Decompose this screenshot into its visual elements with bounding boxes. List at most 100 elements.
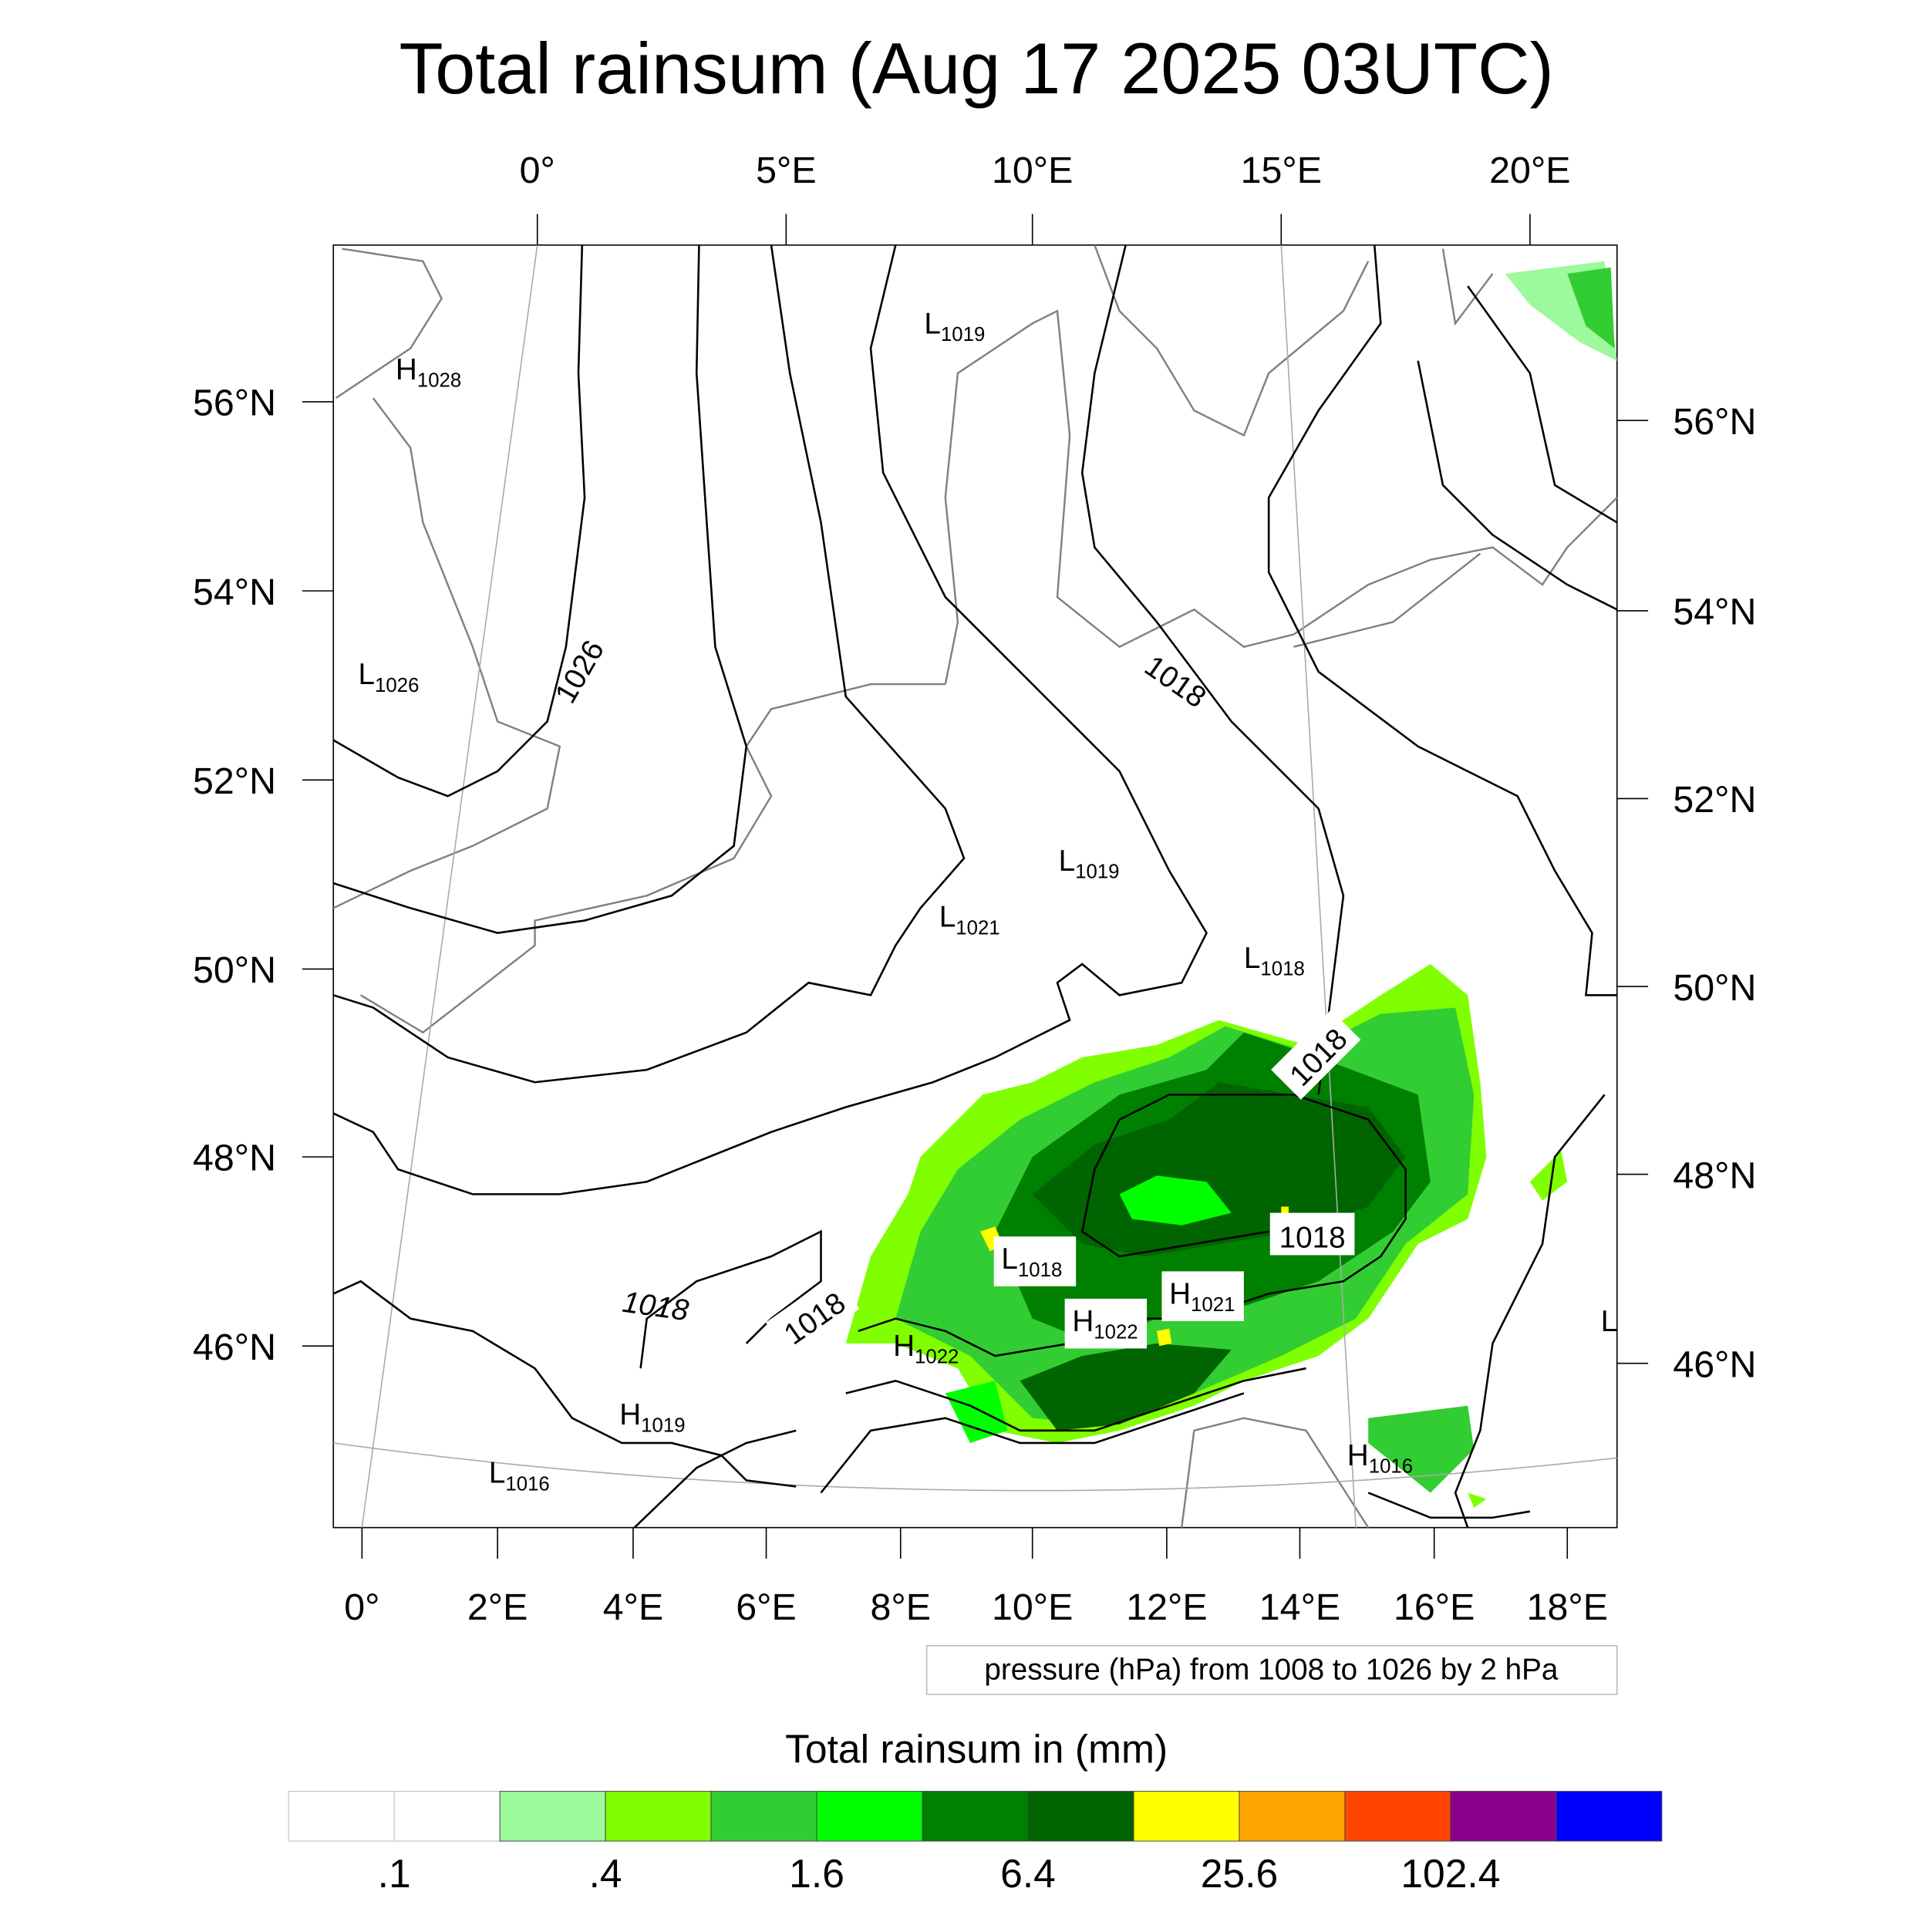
bottom-tick-label: 8°E [870, 1586, 931, 1628]
pressure-center-label: L1016 [489, 1457, 550, 1495]
center-pressure: 1018 [1018, 1259, 1062, 1281]
pressure-center-label: H1022 [893, 1330, 959, 1368]
pressure-center-label: H1021 [1169, 1277, 1235, 1316]
center-pressure: 1021 [1191, 1294, 1235, 1316]
pressure-center-label: L1018 [1001, 1242, 1062, 1281]
right-tick-label: 50°N [1673, 967, 1756, 1009]
top-tick-label: 20°E [1489, 150, 1570, 191]
center-pressure: 1022 [1094, 1321, 1138, 1343]
left-tick-label: 54°N [193, 572, 276, 613]
colorbar-swatch [288, 1791, 395, 1842]
colorbar: .1 .4 1.6 6.4 25.6 102.4 [288, 1791, 1663, 1896]
top-tick-label: 5°E [756, 150, 817, 191]
center-type: L [1601, 1305, 1618, 1338]
center-type: H [1072, 1305, 1094, 1338]
colorbar-swatch [605, 1791, 712, 1842]
pressure-center-label: H1019 [619, 1398, 685, 1437]
colorbar-label: .1 [378, 1851, 411, 1896]
bottom-tick-label: 4°E [603, 1586, 664, 1628]
coastlines [332, 244, 1618, 1529]
center-type: L [359, 658, 376, 691]
center-type: L [924, 307, 941, 340]
center-pressure: 1022 [915, 1347, 959, 1368]
top-tick-label: 15°E [1241, 150, 1322, 191]
top-tick-label: 10°E [992, 150, 1073, 191]
center-pressure: 1016 [505, 1473, 549, 1495]
top-tick-label: 0° [520, 150, 555, 191]
pressure-center-label: L1021 [939, 901, 1000, 939]
bottom-tick-label: 18°E [1527, 1586, 1608, 1628]
colorbar-swatch [499, 1791, 606, 1842]
colorbar-swatch [1239, 1791, 1346, 1842]
center-type: L [939, 901, 956, 934]
center-type: L [1059, 845, 1076, 878]
left-tick-label: 52°N [193, 760, 276, 802]
colorbar-swatch [1556, 1791, 1663, 1842]
center-type: H [1169, 1277, 1191, 1310]
left-tick-label: 48°N [193, 1138, 276, 1179]
colorbar-swatch [1027, 1791, 1134, 1842]
bottom-tick-label: 14°E [1259, 1586, 1340, 1628]
pressure-center-label: L1018 [1244, 942, 1305, 980]
center-type: H [619, 1398, 641, 1431]
center-label-box [1064, 1298, 1148, 1349]
right-tick-label: 46°N [1673, 1344, 1756, 1385]
bottom-tick-label: 16°E [1394, 1586, 1475, 1628]
center-label-box [1161, 1271, 1244, 1321]
pressure-center-label: H1016 [1347, 1439, 1413, 1478]
center-pressure: 1021 [956, 917, 999, 939]
contour-info-text: pressure (hPa) from 1008 to 1026 by 2 hP… [984, 1653, 1559, 1686]
map-area: H1028L1026L1019L1019L1021L1018L1018H1021… [332, 244, 1618, 1529]
center-pressure: 1018 [1260, 959, 1304, 980]
bottom-tick-label: 6°E [736, 1586, 797, 1628]
right-tick-label: 48°N [1673, 1155, 1756, 1196]
right-tick-label: 56°N [1673, 401, 1756, 443]
colorbar-swatch [1450, 1791, 1557, 1842]
center-pressure: 1028 [417, 370, 461, 392]
pressure-center-label: H1022 [1072, 1305, 1138, 1344]
graticule [333, 244, 1617, 1528]
colorbar-swatch [393, 1791, 501, 1842]
colorbar-title: Total rainsum in (mm) [785, 1726, 1168, 1771]
pressure-center-label: L1026 [359, 658, 420, 696]
center-type: H [1347, 1439, 1369, 1472]
colorbar-label: 6.4 [1000, 1851, 1056, 1896]
center-pressure: 1016 [1369, 1456, 1413, 1478]
colorbar-swatch [1344, 1791, 1451, 1842]
colorbar-swatch [922, 1791, 1029, 1842]
colorbar-swatch [710, 1791, 817, 1842]
colorbar-swatch [816, 1791, 923, 1842]
rain-area-northeast-core [1567, 267, 1615, 349]
isobar-value: 1018 [1279, 1222, 1346, 1255]
center-type: L [489, 1457, 506, 1490]
rain-area-east [1468, 1150, 1568, 1508]
center-type: H [893, 1330, 915, 1363]
right-tick-label: 54°N [1673, 592, 1756, 633]
pressure-center-label: L1019 [1059, 845, 1120, 883]
rain-field [845, 261, 1617, 1508]
center-type: L [1244, 942, 1261, 975]
bottom-tick-label: 10°E [992, 1586, 1073, 1628]
pressure-center-label: L1019 [924, 307, 985, 346]
colorbar-label: 102.4 [1400, 1851, 1500, 1896]
isobar-label-box [766, 1273, 860, 1357]
chart-title: Total rainsum (Aug 17 2025 03UTC) [399, 28, 1554, 109]
colorbar-label: 1.6 [789, 1851, 844, 1896]
center-pressure: 1019 [1075, 861, 1119, 883]
colorbar-label: .4 [589, 1851, 622, 1896]
isobar-label-box [1269, 1212, 1355, 1256]
axis-ticks: 0° 5°E 10°E 15°E 20°E 56°N 54°N 52°N 50°N 48°N 46°… [193, 150, 1756, 1628]
colorbar-label: 25.6 [1201, 1851, 1278, 1896]
right-tick-label: 52°N [1673, 779, 1756, 821]
bottom-tick-label: 12°E [1126, 1586, 1207, 1628]
bottom-tick-label: 0° [344, 1586, 379, 1628]
isobar-label: 1018 [1269, 1212, 1355, 1256]
contour-info-box: pressure (hPa) from 1008 to 1026 by 2 hP… [925, 1645, 1618, 1695]
bottom-tick-label: 2°E [467, 1586, 528, 1628]
rain-area-southeast [1368, 1405, 1475, 1493]
colorbar-swatch [1133, 1791, 1240, 1842]
center-type: H [396, 353, 417, 386]
left-tick-label: 56°N [193, 383, 276, 424]
